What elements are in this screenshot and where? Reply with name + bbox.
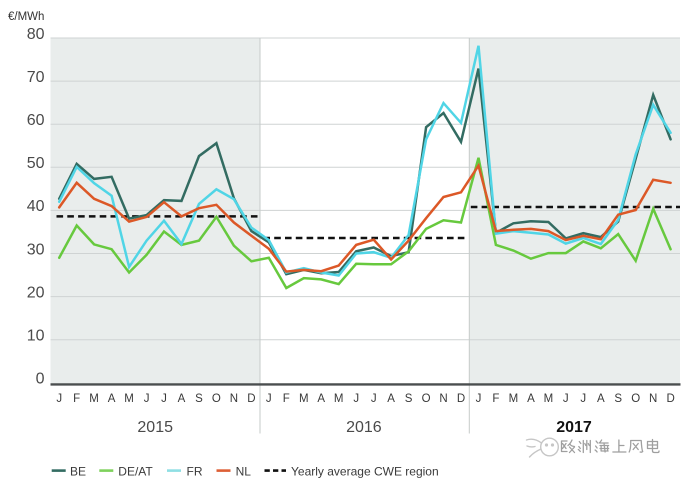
svg-text:M: M	[89, 393, 99, 405]
svg-text:€/MWh: €/MWh	[8, 11, 44, 23]
svg-text:20: 20	[27, 284, 45, 301]
svg-text:D: D	[247, 393, 255, 405]
svg-text:N: N	[230, 393, 238, 405]
svg-text:J: J	[144, 393, 150, 405]
svg-text:50: 50	[27, 155, 45, 172]
svg-text:O: O	[212, 393, 221, 405]
svg-text:0: 0	[36, 371, 45, 388]
svg-text:J: J	[161, 393, 167, 405]
svg-text:N: N	[649, 393, 657, 405]
svg-text:S: S	[195, 393, 203, 405]
svg-text:M: M	[299, 393, 309, 405]
svg-text:10: 10	[27, 328, 45, 345]
svg-text:A: A	[108, 393, 116, 405]
svg-text:80: 80	[27, 26, 45, 43]
svg-text:FR: FR	[187, 465, 203, 479]
svg-text:A: A	[178, 393, 186, 405]
svg-text:F: F	[283, 393, 290, 405]
svg-text:BE: BE	[70, 465, 86, 479]
svg-text:A: A	[317, 393, 325, 405]
svg-text:S: S	[405, 393, 413, 405]
svg-text:NL: NL	[236, 465, 252, 479]
svg-text:O: O	[422, 393, 431, 405]
svg-text:DE/AT: DE/AT	[118, 465, 153, 479]
svg-text:2017: 2017	[556, 419, 592, 436]
svg-text:N: N	[439, 393, 447, 405]
svg-text:J: J	[353, 393, 359, 405]
svg-text:M: M	[334, 393, 344, 405]
svg-text:Yearly average CWE region: Yearly average CWE region	[291, 465, 439, 479]
svg-text:J: J	[563, 393, 569, 405]
svg-text:70: 70	[27, 69, 45, 86]
svg-text:60: 60	[27, 112, 45, 129]
svg-text:J: J	[266, 393, 272, 405]
svg-text:J: J	[476, 393, 482, 405]
svg-text:40: 40	[27, 198, 45, 215]
svg-text:A: A	[387, 393, 395, 405]
svg-text:2016: 2016	[346, 419, 382, 436]
svg-text:M: M	[544, 393, 554, 405]
svg-text:F: F	[73, 393, 80, 405]
svg-text:2015: 2015	[137, 419, 173, 436]
svg-text:M: M	[124, 393, 134, 405]
svg-text:A: A	[527, 393, 535, 405]
svg-text:A: A	[597, 393, 605, 405]
svg-text:D: D	[666, 393, 674, 405]
svg-text:S: S	[614, 393, 622, 405]
svg-text:J: J	[371, 393, 377, 405]
svg-text:D: D	[457, 393, 465, 405]
svg-text:J: J	[56, 393, 62, 405]
svg-text:30: 30	[27, 241, 45, 258]
svg-text:M: M	[509, 393, 519, 405]
svg-text:F: F	[492, 393, 499, 405]
svg-text:O: O	[631, 393, 640, 405]
svg-text:J: J	[580, 393, 586, 405]
